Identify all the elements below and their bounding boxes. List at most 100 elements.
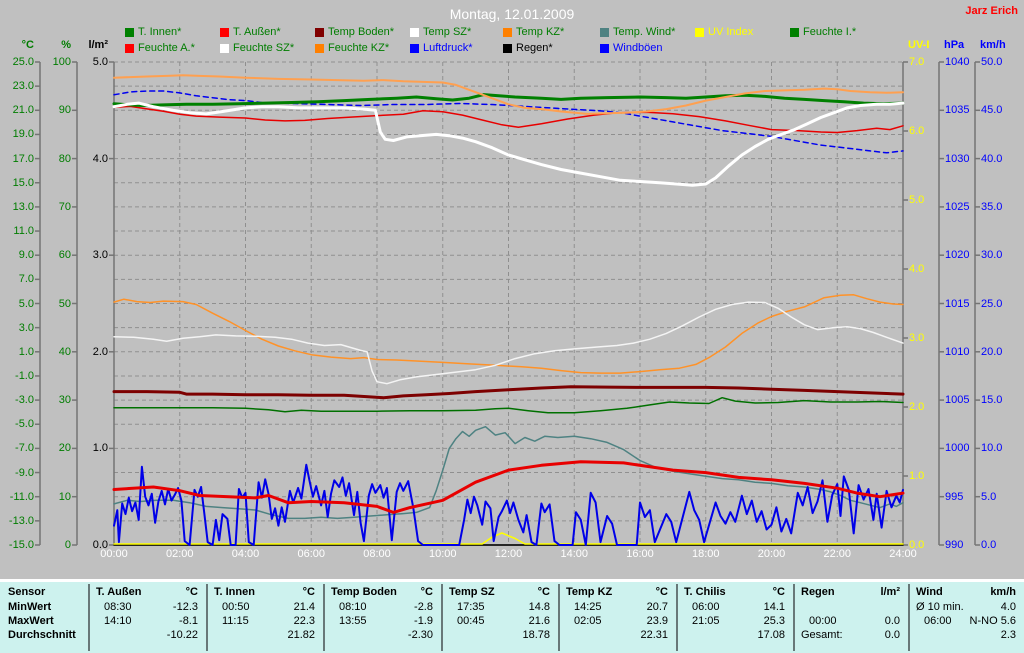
axis-tick-label-celsius: -13.0 [8, 514, 34, 527]
table-header-cell: T. Innen [214, 586, 255, 598]
legend-item-t-innen[interactable]: T. Innen* [125, 27, 181, 38]
table-unit-cell: °C [302, 586, 315, 598]
axis-tick-label-kmh: 30.0 [981, 249, 1003, 262]
axis-tick-label-kmh: 45.0 [981, 104, 1003, 117]
axis-tick-label-hpa: 1030 [945, 152, 970, 165]
x-tick-label: 12:00 [494, 548, 523, 560]
x-tick-label: 16:00 [626, 548, 654, 560]
axis-tick-label-percent: 0 [64, 539, 71, 551]
legend-item-t-aussen[interactable]: T. Außen* [220, 27, 281, 38]
t-innen-swatch-icon [125, 28, 134, 37]
axis-header-celsius: °C [21, 39, 34, 51]
axis-tick-label-percent: 10 [58, 490, 71, 503]
summary-table: Sensor MinWert MaxWert Durchschnitt T. Außen… [0, 582, 1024, 653]
axis-tick-label-percent: 20 [58, 442, 71, 455]
feuchte-i-swatch-icon [790, 28, 799, 37]
x-tick-label: 02:00 [165, 548, 194, 560]
temp-kz-swatch-icon [503, 28, 512, 37]
axis-tick-label-celsius: 1.0 [18, 345, 34, 358]
x-tick-label: 08:00 [363, 548, 391, 560]
axis-header-uvi: UV-I [908, 39, 930, 51]
uv-index-swatch-icon [695, 28, 704, 37]
table-value-cell: 23.9 [646, 615, 668, 627]
axis-tick-label-kmh: 25.0 [981, 297, 1003, 310]
axis-tick-label-percent: 60 [58, 249, 71, 262]
table-value-cell: 21.6 [528, 615, 550, 627]
axis-tick-label-uvi: 7.0 [909, 56, 925, 68]
table-time-cell: 13:55 [339, 615, 367, 627]
table-header-cell: Temp Boden [331, 586, 397, 598]
axis-tick-label-lm2: 2.0 [92, 345, 108, 358]
legend-label: Temp. Wind* [613, 26, 676, 38]
legend-item-luftdruck[interactable]: Luftdruck* [410, 43, 473, 54]
legend-item-uv-index[interactable]: UV Index [695, 27, 753, 38]
axis-tick-label-celsius: -9.0 [15, 466, 34, 479]
axis-tick-label-kmh: 10.0 [981, 442, 1003, 455]
axis-tick-label-celsius: 17.0 [12, 152, 34, 165]
axis-tick-label-kmh: 35.0 [981, 200, 1003, 213]
axis-tick-label-celsius: 25.0 [12, 56, 34, 68]
legend-label: T. Innen* [138, 26, 182, 38]
legend-item-temp-boden[interactable]: Temp Boden* [315, 27, 394, 38]
legend-item-feuchte-a[interactable]: Feuchte A.* [125, 43, 195, 54]
axis-tick-label-hpa: 1015 [945, 297, 970, 310]
series-feuchte-i [113, 396, 904, 414]
feuchte-a-swatch-icon [125, 44, 134, 53]
table-time-cell: Ø 10 min. [916, 601, 964, 613]
x-tick-label: 22:00 [823, 548, 852, 560]
table-value-cell: 25.3 [763, 615, 785, 627]
axis-tick-label-celsius: 11.0 [13, 225, 34, 238]
legend-item-feuchte-i[interactable]: Feuchte I.* [790, 27, 856, 38]
x-tick-label: 18:00 [691, 548, 720, 560]
legend-item-feuchte-sz[interactable]: Feuchte SZ* [220, 43, 294, 54]
table-header-cell: Temp KZ [566, 586, 613, 598]
legend-item-temp-sz[interactable]: Temp SZ* [410, 27, 471, 38]
author-label: Jarz Erich [965, 5, 1018, 17]
table-unit-cell: °C [772, 586, 785, 598]
table-unit-cell: °C [537, 586, 550, 598]
temp-wind-swatch-icon [600, 28, 609, 37]
legend-label: Temp Boden* [328, 26, 395, 38]
table-value-cell: -8.1 [179, 615, 198, 627]
axis-tick-label-hpa: 1010 [945, 345, 970, 358]
table-header-cell: Temp SZ [449, 586, 495, 598]
table-time-cell: Gesamt: [801, 629, 843, 641]
legend-label: UV Index [708, 26, 754, 38]
legend-item-feuchte-kz[interactable]: Feuchte KZ* [315, 43, 389, 54]
legend-item-windboeen[interactable]: Windböen [600, 43, 663, 54]
table-row-label: Sensor [8, 586, 46, 598]
axis-tick-label-uvi: 6.0 [909, 125, 925, 137]
axis-header-percent: % [61, 39, 71, 51]
axis-tick-label-kmh: 50.0 [981, 56, 1003, 68]
t-aussen-swatch-icon [220, 28, 229, 37]
axis-tick-label-percent: 80 [58, 152, 71, 165]
axis-labels: °C 25.0 23.0 21.0 19.0 17.0 15.0 13.0 11.0 9.0 7.0… [8, 39, 1006, 560]
axis-tick-label-celsius: 23.0 [12, 80, 34, 93]
table-time-cell: 00:45 [457, 615, 485, 627]
axis-tick-label-hpa: 1040 [945, 56, 970, 68]
series-uv-index [113, 532, 904, 545]
table-column-separator [323, 584, 325, 651]
axis-tick-label-kmh: 5.0 [981, 490, 997, 503]
table-top-bevel [0, 579, 1024, 582]
axis-tick-label-percent: 50 [58, 297, 71, 310]
legend-item-temp-kz[interactable]: Temp KZ* [503, 27, 564, 38]
axis-header-hpa: hPa [944, 39, 965, 51]
axis-tick-label-celsius: 3.0 [18, 321, 34, 334]
table-time-cell: 17:35 [457, 601, 485, 613]
table-value-cell: 21.82 [287, 629, 315, 641]
table-time-cell: 00:50 [222, 601, 250, 613]
axis-tick-label-celsius: -1.0 [15, 369, 34, 382]
series-t-aussen [112, 460, 905, 514]
axis-tick-label-celsius: 21.0 [12, 104, 34, 117]
legend-item-regen[interactable]: Regen* [503, 43, 553, 54]
table-header-cell: T. Außen [96, 586, 142, 598]
axis-tick-label-celsius: -5.0 [15, 418, 34, 431]
x-tick-label: 24:00 [889, 548, 917, 560]
axis-tick-label-lm2: 3.0 [92, 249, 108, 262]
axis-header-lm2: l/m² [88, 39, 108, 51]
table-column-separator [206, 584, 208, 651]
table-value-cell: 22.31 [640, 629, 668, 641]
legend-item-temp-wind[interactable]: Temp. Wind* [600, 27, 675, 38]
temp-sz-swatch-icon [410, 28, 419, 37]
